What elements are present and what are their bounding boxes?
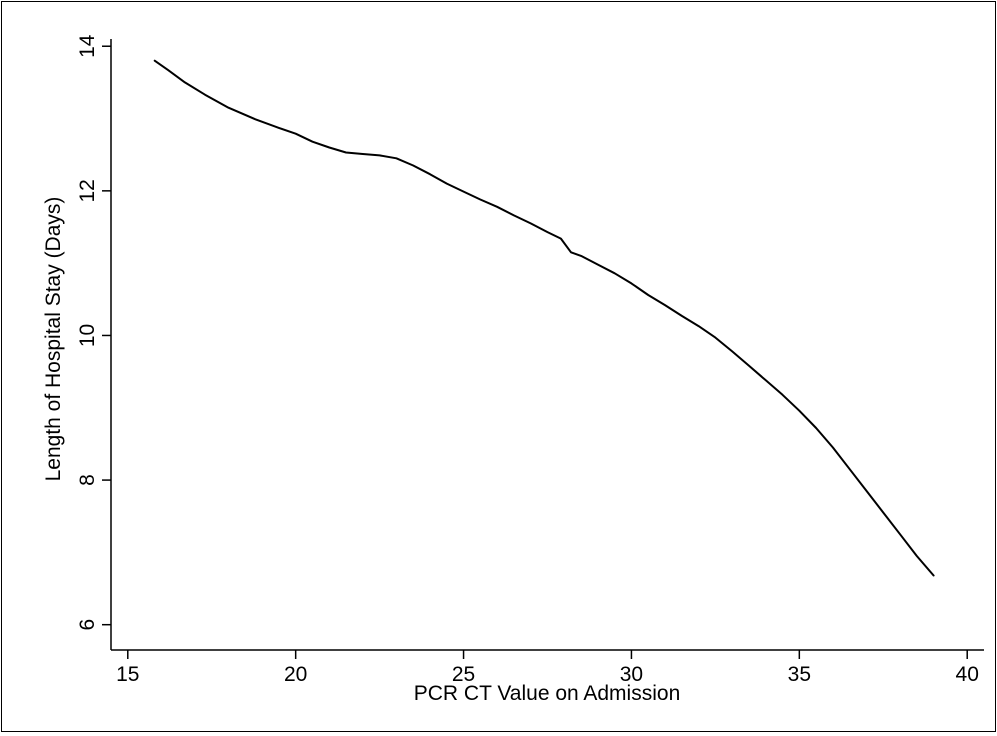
x-tick-label: 25 bbox=[452, 663, 475, 686]
x-tick-label: 30 bbox=[620, 663, 643, 686]
series-group bbox=[153, 59, 935, 577]
y-tick-label: 14 bbox=[76, 34, 99, 58]
y-tick-label: 8 bbox=[76, 474, 99, 486]
y-tick-label: 12 bbox=[76, 179, 99, 202]
x-axis-label: PCR CT Value on Admission bbox=[414, 682, 681, 705]
axes bbox=[110, 39, 984, 651]
x-tick-label: 40 bbox=[956, 663, 979, 686]
x-tick-label: 15 bbox=[116, 663, 139, 686]
y-tick-label: 10 bbox=[76, 324, 99, 347]
x-ticks: 15 20 25 30 35 40 bbox=[116, 650, 979, 686]
y-ticks: 6 8 10 12 14 bbox=[76, 34, 111, 631]
x-tick-label: 20 bbox=[284, 663, 307, 686]
y-tick-label: 6 bbox=[76, 619, 99, 631]
x-tick-label: 35 bbox=[788, 663, 811, 686]
y-axis-label: Length of Hospital Stay (Days) bbox=[42, 197, 65, 482]
series-line bbox=[153, 59, 935, 577]
